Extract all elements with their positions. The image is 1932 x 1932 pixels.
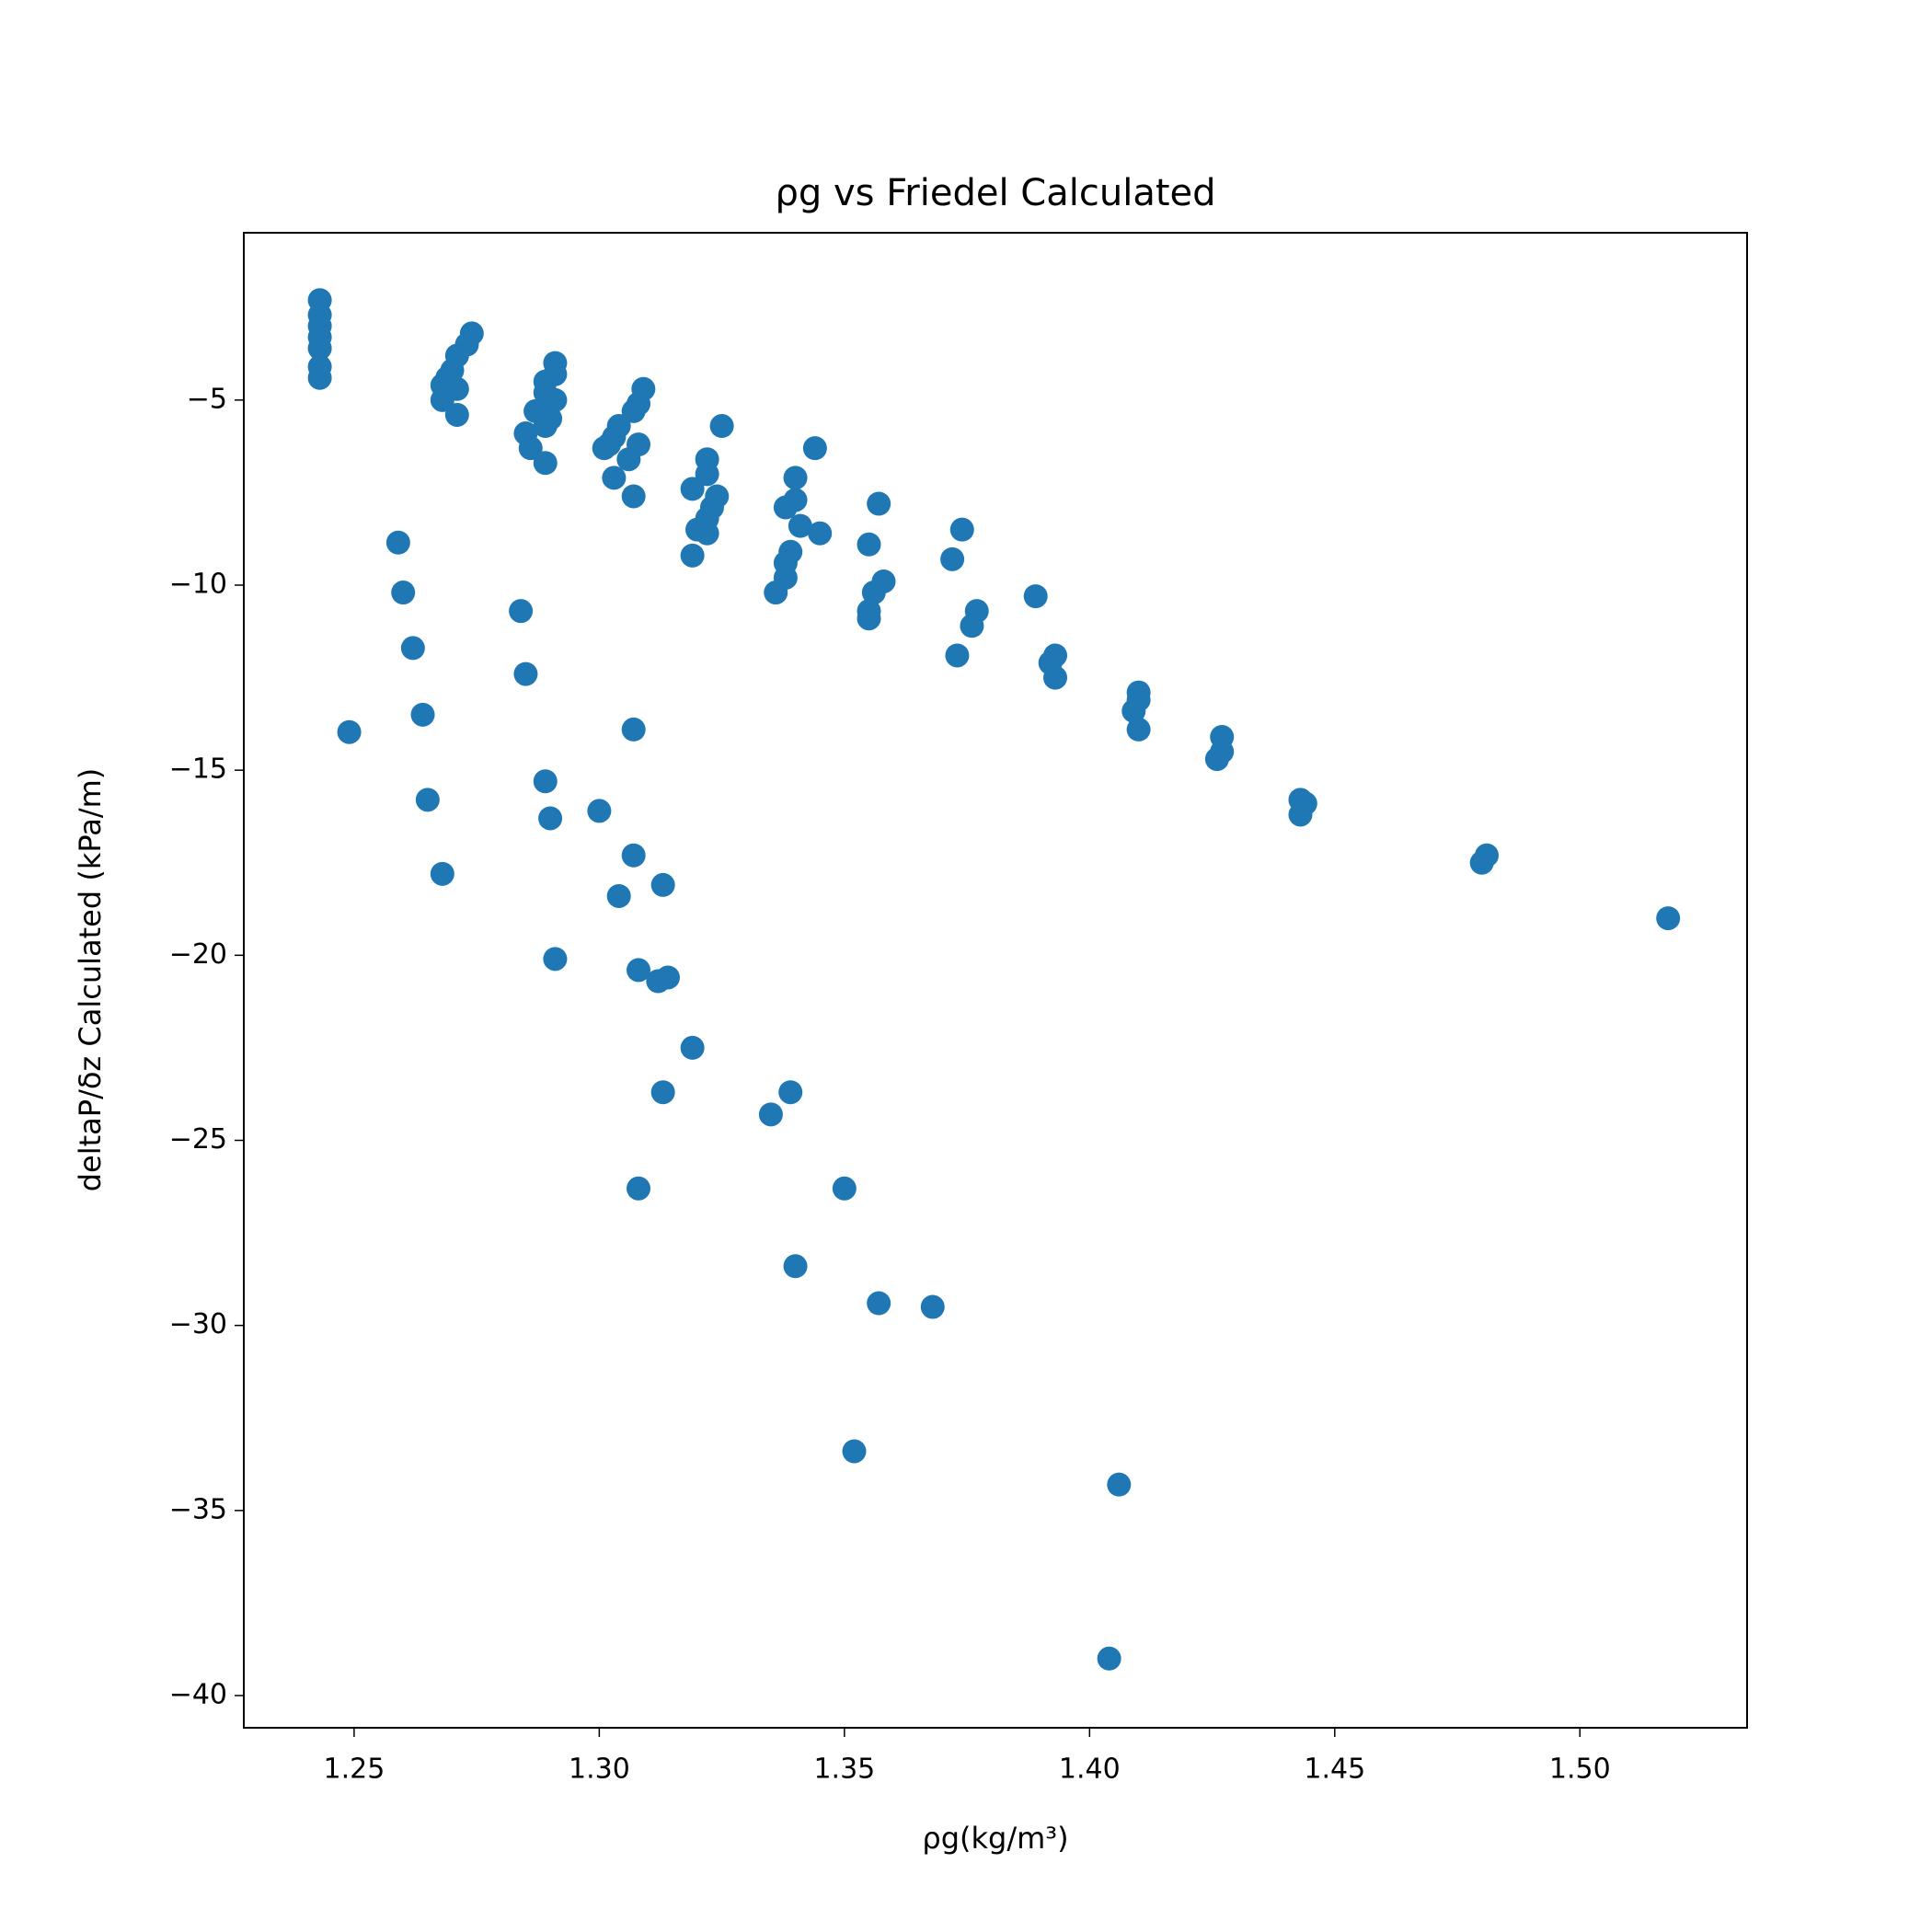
x-tick-label: 1.35	[813, 1754, 875, 1786]
point	[533, 414, 558, 439]
point	[533, 451, 558, 476]
point	[1121, 698, 1146, 723]
x-tick-label: 1.25	[324, 1754, 385, 1786]
point	[621, 484, 646, 509]
point	[621, 717, 646, 742]
point	[621, 398, 646, 423]
y-tick-label: −25	[169, 1123, 227, 1156]
point	[945, 643, 970, 668]
point	[1204, 747, 1229, 772]
point	[920, 1294, 945, 1319]
point	[680, 543, 705, 568]
point	[695, 462, 719, 487]
point	[778, 1080, 803, 1105]
y-tick-label: −15	[169, 753, 227, 786]
point	[940, 546, 965, 571]
y-tick-label: −5	[187, 383, 227, 415]
point	[680, 1035, 705, 1060]
y-tick-label: −30	[169, 1308, 227, 1340]
point	[543, 947, 568, 972]
point	[695, 521, 719, 546]
y-tick-label: −20	[169, 938, 227, 971]
point	[513, 661, 538, 686]
point	[802, 436, 827, 461]
point	[783, 1254, 808, 1279]
point	[307, 336, 332, 361]
point	[606, 883, 631, 908]
point	[602, 466, 627, 490]
point	[621, 843, 646, 868]
point	[1656, 906, 1681, 931]
point	[788, 513, 812, 538]
point	[337, 719, 362, 744]
point	[430, 861, 454, 886]
y-tick-label: −10	[169, 569, 227, 601]
point	[842, 1439, 867, 1464]
point	[773, 495, 798, 520]
point	[592, 436, 616, 461]
point	[949, 517, 974, 542]
point	[1469, 850, 1494, 875]
point	[808, 521, 833, 546]
point	[509, 599, 534, 624]
point	[680, 477, 705, 501]
point	[543, 387, 568, 412]
point	[857, 606, 881, 631]
point	[391, 581, 416, 605]
point	[960, 614, 984, 638]
point	[1043, 665, 1068, 690]
chart-title: ρg vs Friedel Calculated	[775, 172, 1215, 214]
point	[415, 788, 440, 812]
y-tick-label: −35	[169, 1493, 227, 1525]
point	[709, 414, 734, 439]
point	[444, 402, 469, 427]
x-tick-label: 1.40	[1059, 1754, 1121, 1786]
point	[627, 1176, 651, 1201]
point	[1126, 717, 1151, 742]
point	[307, 365, 332, 390]
point	[758, 1102, 783, 1127]
point	[764, 581, 788, 605]
point	[627, 958, 651, 983]
point	[1107, 1472, 1132, 1497]
point	[533, 769, 558, 794]
point	[1097, 1646, 1121, 1671]
point	[385, 530, 410, 555]
point	[650, 1080, 675, 1105]
point	[400, 636, 425, 661]
point	[857, 532, 881, 557]
y-axis-label: deltaP/δz Calculated (kPa/m)	[73, 768, 108, 1192]
point	[867, 491, 891, 516]
point	[832, 1176, 857, 1201]
point	[655, 965, 680, 990]
point	[1023, 584, 1048, 609]
point	[538, 806, 563, 831]
y-tick-label: −40	[169, 1678, 227, 1710]
point	[518, 436, 543, 461]
point	[587, 799, 612, 823]
x-axis-label: ρg(kg/m³)	[922, 1821, 1068, 1856]
x-tick-label: 1.30	[569, 1754, 630, 1786]
point	[861, 581, 886, 605]
point	[410, 702, 435, 727]
point	[650, 872, 675, 897]
point	[867, 1291, 891, 1316]
point	[1288, 802, 1313, 827]
x-tick-label: 1.45	[1304, 1754, 1365, 1786]
plot-frame	[243, 232, 1748, 1729]
x-tick-label: 1.50	[1549, 1754, 1611, 1786]
point	[430, 387, 454, 412]
point	[783, 466, 808, 490]
point	[616, 447, 641, 472]
